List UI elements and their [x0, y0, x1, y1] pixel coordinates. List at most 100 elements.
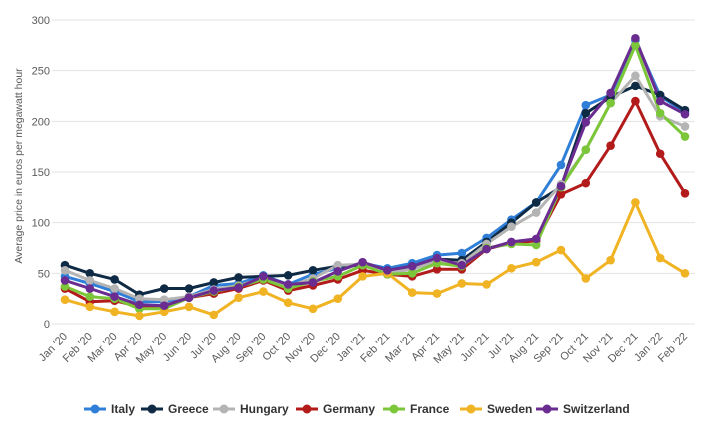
data-point-greece: [581, 108, 591, 118]
data-point-switzerland: [432, 253, 442, 263]
data-point-sweden: [159, 307, 169, 317]
data-point-sweden: [407, 288, 417, 297]
data-point-sweden: [85, 302, 95, 312]
legend-marker: [542, 404, 552, 414]
legend-item-switzerland[interactable]: Switzerland: [536, 402, 630, 416]
legend-marker: [466, 404, 476, 414]
data-point-france: [655, 108, 665, 118]
data-point-hungary: [531, 208, 541, 217]
data-point-switzerland: [407, 261, 417, 271]
data-point-switzerland: [482, 244, 491, 254]
data-point-switzerland: [234, 283, 243, 292]
data-point-france: [606, 98, 615, 108]
data-point-sweden: [482, 280, 491, 289]
data-point-germany: [606, 141, 615, 150]
data-point-switzerland: [531, 234, 541, 244]
data-point-sweden: [283, 298, 293, 308]
data-point-france: [60, 282, 70, 291]
legend-label: France: [410, 402, 450, 416]
data-point-greece: [234, 273, 243, 282]
data-point-hungary: [110, 284, 119, 293]
data-point-greece: [655, 90, 665, 100]
data-point-sweden: [135, 311, 144, 321]
data-point-france: [631, 41, 640, 50]
data-point-switzerland: [135, 300, 144, 310]
legend-label: Hungary: [240, 402, 289, 416]
y-tick-label: 50: [38, 268, 50, 280]
data-point-switzerland: [655, 96, 665, 106]
data-point-greece: [308, 265, 318, 275]
legend-label: Sweden: [487, 402, 532, 416]
data-point-greece: [531, 198, 541, 207]
data-point-greece: [85, 269, 95, 278]
data-point-switzerland: [333, 267, 343, 276]
legend-marker: [147, 404, 157, 414]
data-point-sweden: [531, 257, 541, 267]
data-point-sweden: [581, 274, 591, 283]
data-point-germany: [556, 189, 566, 199]
data-point-hungary: [631, 71, 640, 81]
legend-marker: [219, 404, 229, 414]
data-point-sweden: [259, 287, 268, 296]
data-point-switzerland: [85, 284, 95, 293]
data-point-greece: [110, 275, 119, 284]
data-point-sweden: [606, 255, 615, 265]
data-point-sweden: [631, 198, 640, 207]
legend-item-france[interactable]: France: [383, 402, 450, 416]
legend-marker: [302, 404, 312, 414]
data-point-sweden: [680, 269, 690, 278]
y-tick-label: 250: [32, 66, 50, 78]
legend-item-italy[interactable]: Italy: [84, 402, 135, 416]
data-point-sweden: [209, 310, 219, 320]
data-point-germany: [631, 96, 640, 106]
series-line-switzerland: [64, 36, 686, 308]
data-point-sweden: [655, 253, 665, 263]
data-point-sweden: [556, 245, 566, 255]
y-tick-label: 150: [32, 167, 50, 179]
y-tick-label: 100: [32, 218, 50, 230]
data-point-switzerland: [680, 109, 690, 119]
y-tick-label: 200: [32, 116, 50, 128]
data-point-greece: [283, 271, 293, 280]
data-point-switzerland: [259, 272, 268, 281]
data-point-france: [680, 132, 690, 141]
data-point-sweden: [184, 302, 194, 312]
data-point-italy: [581, 100, 591, 110]
data-point-germany: [581, 178, 591, 188]
data-point-greece: [209, 278, 219, 287]
legend-item-sweden[interactable]: Sweden: [460, 402, 532, 416]
data-point-switzerland: [209, 286, 219, 295]
legend-item-hungary[interactable]: Hungary: [213, 402, 289, 416]
data-point-sweden: [432, 289, 442, 298]
data-point-switzerland: [507, 237, 516, 247]
data-point-switzerland: [283, 280, 293, 289]
legend: Italy Greece Hungary Germany France Sweden Swi…: [84, 402, 630, 416]
data-point-hungary: [333, 260, 343, 270]
grid-lines: [52, 19, 695, 325]
legend-item-greece[interactable]: Greece: [141, 402, 209, 416]
data-point-greece: [159, 284, 169, 293]
data-point-italy: [556, 160, 566, 170]
legend-label: Greece: [168, 402, 209, 416]
data-point-switzerland: [383, 265, 392, 275]
data-point-hungary: [159, 295, 169, 304]
data-point-germany: [680, 188, 690, 198]
data-point-hungary: [135, 294, 144, 303]
legend-label: Germany: [323, 402, 375, 416]
data-point-italy: [457, 248, 467, 258]
data-point-hungary: [60, 265, 70, 275]
data-point-france: [407, 269, 417, 278]
data-point-switzerland: [110, 292, 119, 301]
data-point-hungary: [85, 276, 95, 285]
series-line-france: [64, 43, 687, 311]
data-point-sweden: [457, 279, 467, 288]
data-point-sweden: [234, 293, 243, 302]
series-lines: [64, 36, 687, 318]
legend-marker: [389, 404, 399, 414]
legend-item-germany[interactable]: Germany: [296, 402, 375, 416]
data-point-switzerland: [308, 278, 318, 287]
legend-label: Italy: [111, 402, 135, 416]
data-point-france: [531, 240, 541, 250]
data-point-hungary: [507, 222, 516, 232]
